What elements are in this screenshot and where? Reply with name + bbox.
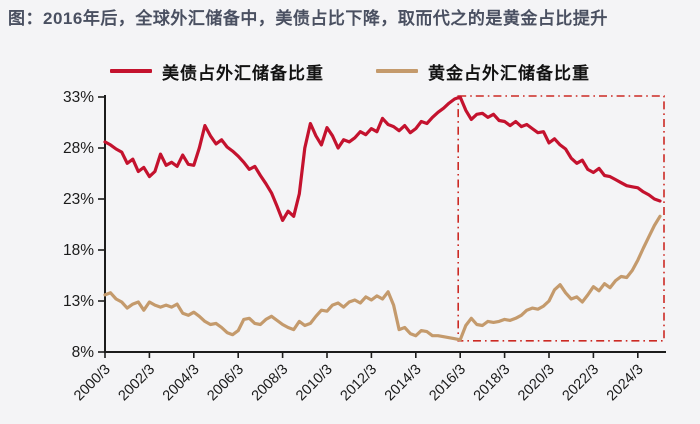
y-tick-label: 13% (63, 293, 94, 310)
y-tick-label: 23% (63, 191, 94, 208)
gold-share-line (103, 214, 662, 342)
chart-legend: 美债占外汇储备比重 黄金占外汇储备比重 (0, 58, 700, 84)
x-tick-label: 2024/3 (604, 362, 647, 405)
y-axis-ticks: 33% 28% 23% 18% 13% 8% (63, 89, 105, 361)
x-tick-label: 2012/3 (338, 362, 381, 405)
x-tick-label: 2022/3 (560, 362, 603, 405)
red-line-swatch-icon (110, 69, 152, 73)
chart-title: 图：2016年后，全球外汇储备中，美债占比下降，取而代之的是黄金占比提升 (8, 9, 608, 28)
x-tick-label: 2004/3 (160, 362, 203, 405)
highlight-box-2016-onward (457, 95, 665, 342)
x-axis-ticks: 2000/3 2002/3 2004/3 2006/3 2008/3 2010/3 2012… (71, 352, 647, 405)
ust-share-line (103, 95, 662, 222)
x-tick-label: 2008/3 (249, 362, 292, 405)
gold-line-swatch-icon (376, 69, 418, 73)
x-tick-label: 2018/3 (471, 362, 514, 405)
x-tick-label: 2006/3 (204, 362, 247, 405)
legend-item-ust-share: 美债占外汇储备比重 (110, 59, 324, 84)
legend-label-gold-share: 黄金占外汇储备比重 (428, 63, 590, 83)
legend-label-ust-share: 美债占外汇储备比重 (162, 63, 324, 83)
x-tick-label: 2014/3 (382, 362, 425, 405)
y-tick-label: 18% (63, 242, 94, 259)
x-tick-label: 2002/3 (116, 362, 159, 405)
axes (104, 95, 666, 353)
x-tick-label: 2000/3 (71, 362, 114, 405)
x-tick-label: 2020/3 (515, 362, 558, 405)
y-tick-label: 33% (63, 89, 94, 106)
y-tick-label: 8% (72, 344, 95, 361)
x-tick-label: 2010/3 (293, 362, 336, 405)
y-tick-label: 28% (63, 140, 94, 157)
legend-item-gold-share: 黄金占外汇储备比重 (376, 59, 590, 84)
x-tick-label: 2016/3 (426, 362, 469, 405)
